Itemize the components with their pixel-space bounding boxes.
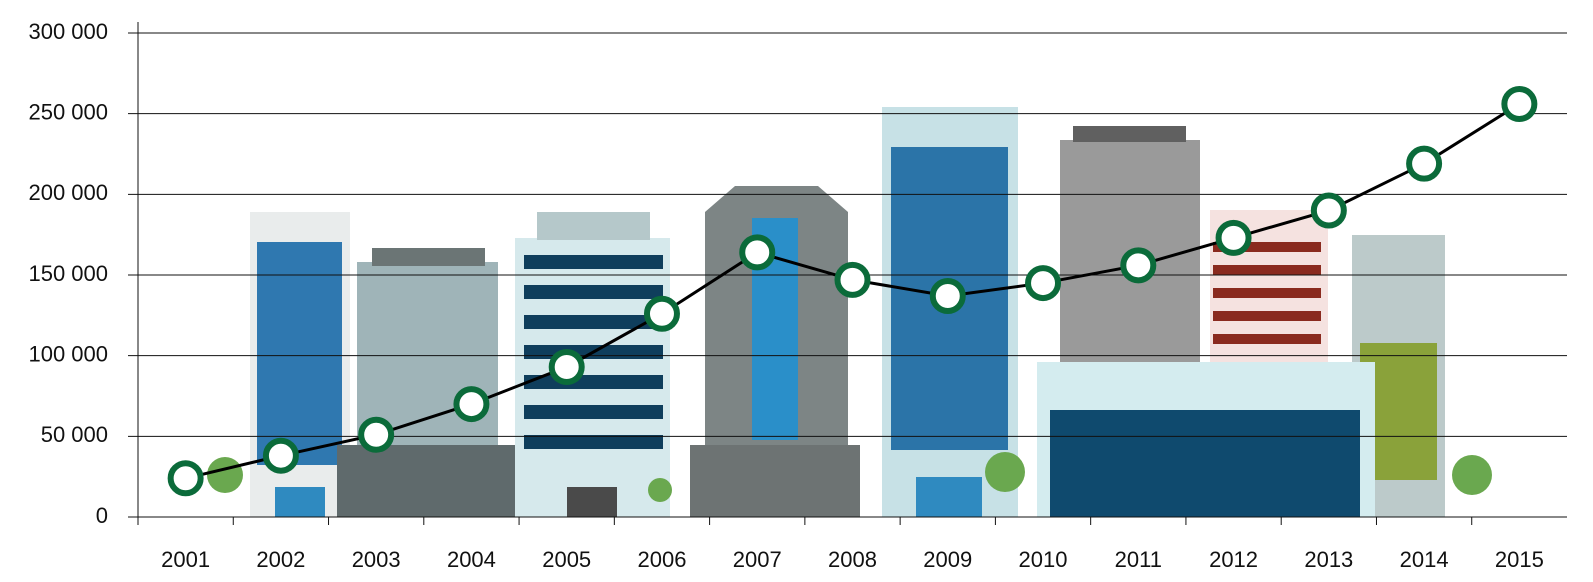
data-point <box>1028 268 1058 298</box>
data-point <box>742 237 772 267</box>
y-tick-label: 0 <box>96 503 108 528</box>
building-stripe <box>1213 334 1321 344</box>
building-stripe <box>524 315 663 329</box>
data-point <box>1409 149 1439 179</box>
y-tick-label: 200 000 <box>28 180 108 205</box>
x-tick-label: 2013 <box>1304 547 1353 572</box>
x-tick-label: 2014 <box>1400 547 1449 572</box>
building-stripe <box>524 255 663 269</box>
building-stripe <box>1213 265 1321 275</box>
data-point <box>838 265 868 295</box>
data-point <box>1219 223 1249 253</box>
tree <box>207 457 243 493</box>
x-tick-label: 2007 <box>733 547 782 572</box>
y-tick-label: 100 000 <box>28 341 108 366</box>
chart: 0 50 000 100 000 150 000 200 000 250 000 300 0… <box>0 0 1593 582</box>
x-tick-label: 2001 <box>161 547 210 572</box>
data-point <box>1504 89 1534 119</box>
building-roof <box>1073 126 1186 142</box>
data-point <box>933 281 963 311</box>
x-tick-label: 2011 <box>1115 547 1162 572</box>
building-base <box>690 445 860 517</box>
data-point <box>647 299 677 329</box>
y-tick-label: 250 000 <box>28 99 108 124</box>
x-tick-label: 2002 <box>256 547 305 572</box>
x-tick-label: 2008 <box>828 547 877 572</box>
background-buildings <box>207 107 1492 517</box>
building-base <box>337 445 515 517</box>
data-point <box>552 352 582 382</box>
building-roof <box>372 248 485 266</box>
y-tick-label: 150 000 <box>28 261 108 286</box>
y-tick-label: 50 000 <box>41 422 108 447</box>
data-point <box>361 420 391 450</box>
x-tick-label: 2012 <box>1209 547 1258 572</box>
x-tick-label: 2010 <box>1019 547 1068 572</box>
building-stripe <box>524 435 663 449</box>
x-tick-label: 2015 <box>1495 547 1544 572</box>
building-door <box>567 487 617 517</box>
data-point <box>1314 195 1344 225</box>
building-windows <box>1050 410 1360 517</box>
building-door <box>916 477 982 517</box>
building-stripe <box>524 405 663 419</box>
x-tick-label: 2009 <box>923 547 972 572</box>
x-tick-label: 2003 <box>352 547 401 572</box>
data-point <box>1123 250 1153 280</box>
building-door <box>275 487 325 517</box>
x-tick-label: 2006 <box>637 547 686 572</box>
building-stripe <box>524 375 663 389</box>
data-point <box>456 389 486 419</box>
x-tick-label: 2005 <box>542 547 591 572</box>
tree <box>1452 455 1492 495</box>
building-stripe <box>1213 288 1321 298</box>
building-roof <box>537 212 650 240</box>
building-stripe <box>524 285 663 299</box>
data-point <box>171 463 201 493</box>
x-tick-label: 2004 <box>447 547 496 572</box>
y-tick-label: 300 000 <box>28 19 108 44</box>
building-stripe <box>1213 311 1321 321</box>
tree <box>648 478 672 502</box>
data-point <box>266 441 296 471</box>
tree <box>985 452 1025 492</box>
